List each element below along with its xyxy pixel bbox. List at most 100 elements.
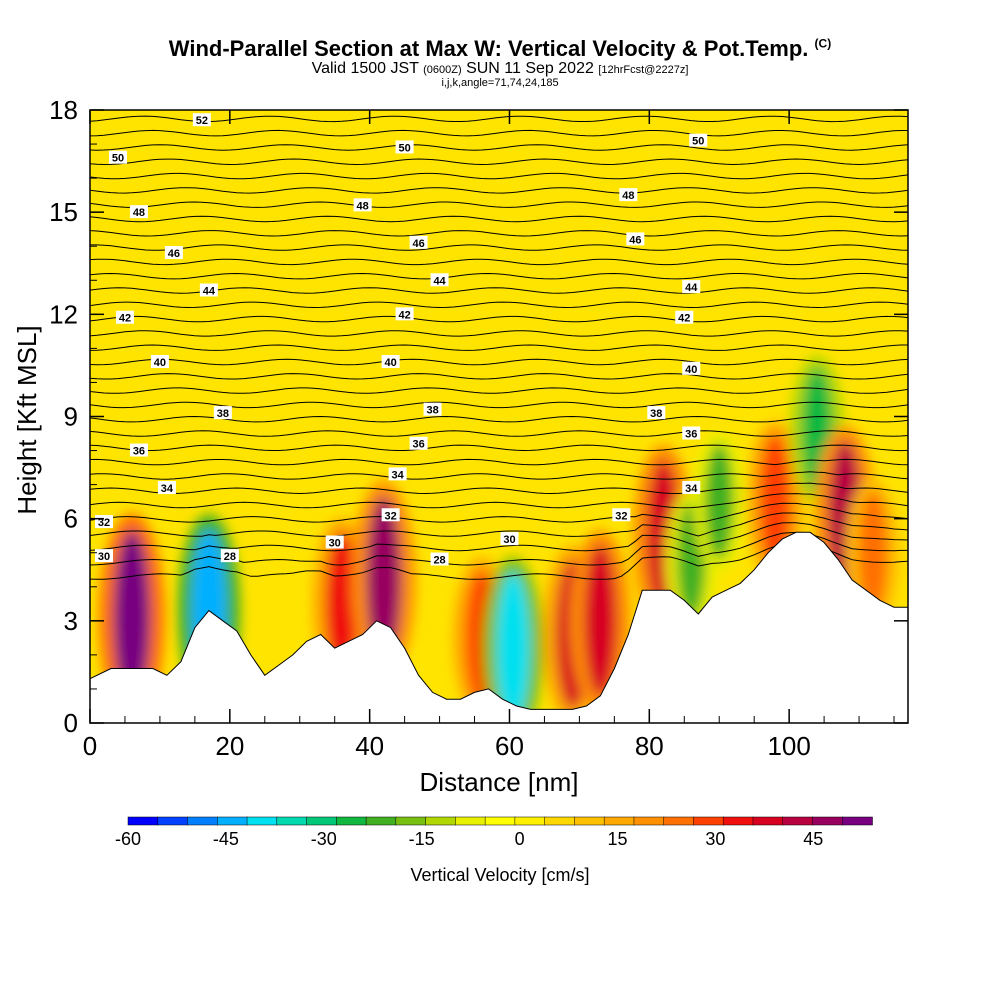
isentrope-label-text: 50 <box>692 136 704 148</box>
isentrope-label: 34 <box>157 481 176 495</box>
isentrope-label: 48 <box>129 205 148 219</box>
colorbar-tick-label: -45 <box>213 829 239 849</box>
isentrope-label-text: 40 <box>385 357 397 369</box>
colorbar-swatch <box>246 816 278 826</box>
isentrope-label: 46 <box>164 246 183 260</box>
colorbar-swatch <box>187 816 219 826</box>
isentrope-label: 42 <box>115 310 134 325</box>
isentrope-label-text: 48 <box>357 200 369 212</box>
colorbar-tick-label: 0 <box>515 829 525 849</box>
isentrope-label-text: 38 <box>217 408 229 420</box>
colorbar-tick-label: -60 <box>115 829 141 849</box>
colorbar-swatch <box>693 816 724 826</box>
colorbar-swatch <box>574 816 605 826</box>
terrain <box>90 531 908 723</box>
isentrope-label: 44 <box>430 273 449 287</box>
colorbar-tick-label: -15 <box>409 829 435 849</box>
colorbar-swatch <box>812 816 843 826</box>
isentrope-label: 30 <box>325 535 344 550</box>
isentrope-line <box>90 415 908 423</box>
isentrope-label-text: 40 <box>685 364 697 376</box>
plot-area: 52 50 50 50 48 48 48 46 46 46 44 44 44 42 42 42 40 40 40 38… <box>90 102 908 723</box>
isentrope-line <box>90 301 908 309</box>
velocity-cell <box>583 544 618 697</box>
isentrope-label-text: 32 <box>385 510 397 522</box>
isentrope-label-text: 50 <box>398 142 410 154</box>
isentrope-label-text: 30 <box>98 551 110 563</box>
velocity-cell <box>759 434 791 569</box>
isentrope-label-text: 30 <box>329 538 341 550</box>
isentrope-line <box>90 541 908 580</box>
isentrope-label-text: 28 <box>433 555 445 567</box>
colorbar-swatch <box>663 816 695 826</box>
isentrope-line <box>90 102 908 108</box>
isentrope-line <box>90 272 908 280</box>
isentrope-label-text: 46 <box>168 248 180 260</box>
chart-subtitle-indices: i,j,k,angle=71,74,24,185 <box>441 77 559 89</box>
isentrope-label: 30 <box>94 549 113 563</box>
isentrope-label-text: 34 <box>161 483 174 495</box>
velocity-cell <box>858 490 889 616</box>
isentrope-label-text: 40 <box>154 357 166 369</box>
isentrope-label: 32 <box>381 508 400 522</box>
velocity-cell <box>496 572 530 723</box>
velocity-cell <box>365 496 402 664</box>
colorbar-swatch <box>722 816 754 826</box>
isentrope-label: 50 <box>689 133 708 148</box>
isentrope-line <box>90 201 908 208</box>
isentrope-line <box>90 502 908 523</box>
isentrope-label: 50 <box>395 140 414 154</box>
isentrope-label: 50 <box>108 150 127 165</box>
isentrope-label: 30 <box>500 532 519 546</box>
isentrope-label-text: 42 <box>678 313 690 325</box>
isentrope-label-text: 28 <box>224 551 236 563</box>
colorbar-swatch <box>276 816 308 826</box>
isentrope-line <box>90 430 908 437</box>
isentrope-line <box>90 512 908 537</box>
colorbar-swatch <box>752 816 784 826</box>
isentrope-label-text: 46 <box>629 234 641 246</box>
isentrope-label: 46 <box>626 232 645 246</box>
isentrope-label: 36 <box>409 436 428 451</box>
isentrope-label-text: 50 <box>112 153 124 165</box>
colorbar-swatch <box>365 816 397 826</box>
colorbar-swatch <box>157 816 189 826</box>
y-tick-label: 15 <box>49 197 78 227</box>
y-tick-label: 18 <box>49 95 78 125</box>
isentrope-line <box>90 144 908 151</box>
isentrope-label-text: 34 <box>685 483 698 495</box>
isentrope-line <box>90 129 908 137</box>
colorbar-tick-label: -30 <box>311 829 337 849</box>
isentrope-label: 36 <box>682 426 701 441</box>
colorbar-swatch <box>782 816 814 826</box>
isentrope-line <box>90 230 908 237</box>
isentrope-label-text: 44 <box>203 285 216 297</box>
chart-title-mark: (C) <box>814 36 832 51</box>
isentrope-label-text: 52 <box>196 115 208 127</box>
x-tick-label: 60 <box>495 731 524 761</box>
isentrope-label-text: 42 <box>398 309 410 321</box>
isentrope-line <box>90 115 908 123</box>
isentrope-label: 38 <box>423 402 442 417</box>
colorbar-swatch <box>633 816 665 826</box>
colorbar-swatch <box>484 816 516 826</box>
isentrope-label-text: 30 <box>503 534 515 546</box>
isentrope-line <box>90 315 908 323</box>
colorbar-tick-label: 30 <box>705 829 725 849</box>
colorbar-swatch <box>217 816 248 826</box>
isentrope-label: 46 <box>409 235 428 250</box>
isentrope-line <box>90 158 908 166</box>
y-tick-label: 6 <box>64 504 78 534</box>
isentrope-line <box>90 471 908 480</box>
subtitle-zulu: (0600Z) <box>423 64 462 76</box>
colorbar-swatch <box>127 816 159 826</box>
isentrope-label-text: 38 <box>426 405 438 417</box>
x-tick-label: 80 <box>635 731 664 761</box>
colorbar-swatch <box>544 816 576 826</box>
isentrope-label: 48 <box>353 198 372 212</box>
velocity-cell <box>113 530 151 705</box>
isentrope-line <box>90 215 908 223</box>
chart-subtitle: Valid 1500 JST (0600Z) SUN 11 Sep 2022 [… <box>0 60 1000 78</box>
isentrope-line <box>90 387 908 394</box>
